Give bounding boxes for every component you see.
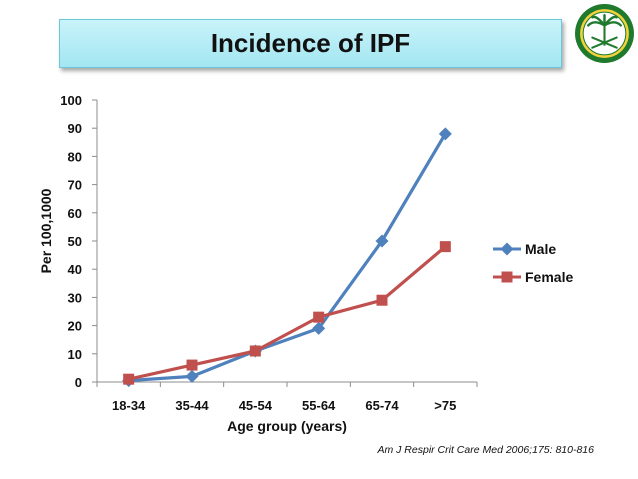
- data-point-male: [185, 369, 199, 383]
- data-point-female: [376, 294, 388, 306]
- x-tick-label: 65-74: [365, 398, 399, 413]
- data-point-male: [438, 127, 452, 141]
- legend-label-male: Male: [525, 241, 556, 257]
- legend-label-female: Female: [525, 269, 573, 285]
- data-point-male: [375, 234, 389, 248]
- y-tick-label: 10: [68, 347, 82, 362]
- series-line-male: [128, 133, 447, 383]
- x-tick-label: 55-64: [302, 398, 336, 413]
- y-tick-label: 60: [68, 206, 82, 221]
- y-tick-label: 50: [68, 234, 82, 249]
- y-tick-label: 70: [68, 178, 82, 193]
- x-tick-label: 18-34: [112, 398, 146, 413]
- data-point-female: [249, 345, 261, 357]
- y-tick-label: 40: [68, 262, 82, 277]
- data-point-female: [123, 373, 135, 385]
- data-point-female: [313, 311, 325, 323]
- y-tick-label: 20: [68, 319, 82, 334]
- y-axis-title: Per 100,1000: [38, 188, 54, 273]
- x-axis-title: Age group (years): [227, 418, 347, 434]
- y-tick-label: 100: [60, 93, 82, 108]
- x-tick-label: 45-54: [239, 398, 273, 413]
- x-tick-label: 35-44: [175, 398, 209, 413]
- series-line-female: [128, 245, 447, 381]
- chart-title: Incidence of IPF: [210, 28, 411, 58]
- y-tick-label: 90: [68, 121, 82, 136]
- data-point-female: [186, 359, 198, 371]
- data-point-male: [312, 321, 326, 335]
- y-tick-label: 0: [75, 375, 82, 390]
- x-tick-label: >75: [434, 398, 456, 413]
- legend-marker-female: [501, 271, 513, 283]
- citation: Am J Respir Crit Care Med 2006;175: 810-…: [377, 444, 594, 456]
- saudi-emblem-seal: [575, 4, 634, 63]
- y-tick-label: 30: [68, 290, 82, 305]
- y-tick-label: 80: [68, 149, 82, 164]
- data-point-female: [439, 241, 451, 253]
- title-banner: Incidence of IPF: [59, 19, 562, 68]
- legend-marker-male: [500, 242, 514, 256]
